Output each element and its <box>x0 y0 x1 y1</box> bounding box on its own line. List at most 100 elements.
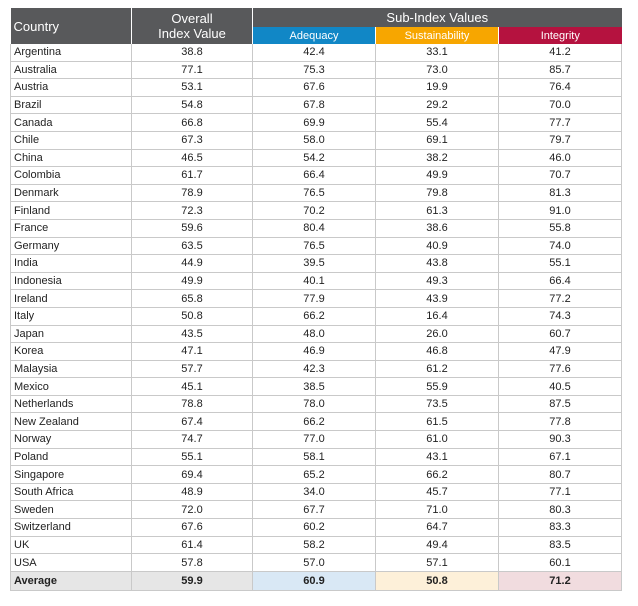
table-row: Indonesia 49.9 40.1 49.3 66.4 <box>10 272 623 291</box>
cell-overall: 44.9 <box>131 254 253 273</box>
cell-country: China <box>10 149 132 168</box>
cell-country: UK <box>10 536 132 555</box>
cell-overall: 77.1 <box>131 61 253 80</box>
header-sub-index-values: Sub-Index Values <box>252 8 622 27</box>
cell-sustainability: 49.3 <box>375 272 499 291</box>
table-row: UK 61.4 58.2 49.4 83.5 <box>10 536 623 555</box>
cell-sustainability: 73.5 <box>375 395 499 414</box>
cell-country: Austria <box>10 78 132 97</box>
cell-sustainability: 49.9 <box>375 166 499 185</box>
cell-sustainability: 69.1 <box>375 131 499 150</box>
cell-adequacy: 66.2 <box>252 412 376 432</box>
cell-overall: 57.8 <box>131 553 253 572</box>
cell-overall: 65.8 <box>131 289 253 308</box>
cell-integrity: 55.8 <box>498 219 623 238</box>
cell-adequacy: 65.2 <box>252 465 376 484</box>
table-row: Canada 66.8 69.9 55.4 77.7 <box>10 113 623 132</box>
cell-country: France <box>10 219 132 238</box>
table-row: Sweden 72.0 67.7 71.0 80.3 <box>10 500 623 520</box>
cell-adequacy: 69.9 <box>252 113 376 132</box>
cell-adequacy: 38.5 <box>252 377 376 396</box>
cell-integrity: 55.1 <box>498 254 623 273</box>
cell-integrity: 70.0 <box>498 96 623 115</box>
header-country: Country <box>10 8 132 44</box>
cell-sustainability: 16.4 <box>375 307 499 326</box>
average-integrity: 71.2 <box>498 571 623 591</box>
cell-integrity: 83.5 <box>498 536 623 555</box>
cell-adequacy: 66.4 <box>252 166 376 185</box>
cell-sustainability: 46.8 <box>375 342 499 361</box>
table-row: Ireland 65.8 77.9 43.9 77.2 <box>10 289 623 308</box>
pension-index-table: Country Overall Index Value Sub-Index Va… <box>10 8 623 591</box>
cell-overall: 66.8 <box>131 113 253 132</box>
cell-sustainability: 66.2 <box>375 465 499 484</box>
table-row: Italy 50.8 66.2 16.4 74.3 <box>10 307 623 326</box>
cell-country: Australia <box>10 61 132 80</box>
cell-sustainability: 40.9 <box>375 237 499 256</box>
cell-adequacy: 70.2 <box>252 201 376 220</box>
cell-overall: 59.6 <box>131 219 253 238</box>
table-row: Malaysia 57.7 42.3 61.2 77.6 <box>10 360 623 379</box>
table-row: China 46.5 54.2 38.2 46.0 <box>10 149 623 168</box>
cell-sustainability: 55.9 <box>375 377 499 396</box>
average-overall: 59.9 <box>131 571 253 591</box>
cell-integrity: 77.1 <box>498 483 623 502</box>
cell-integrity: 79.7 <box>498 131 623 150</box>
cell-integrity: 91.0 <box>498 201 623 220</box>
header-adequacy: Adequacy <box>252 27 376 44</box>
cell-country: Ireland <box>10 289 132 308</box>
header-integrity: Integrity <box>498 27 622 44</box>
table-row: Switzerland 67.6 60.2 64.7 83.3 <box>10 518 623 537</box>
cell-sustainability: 38.6 <box>375 219 499 238</box>
cell-overall: 54.8 <box>131 96 253 115</box>
cell-integrity: 46.0 <box>498 149 623 168</box>
cell-country: Netherlands <box>10 395 132 414</box>
cell-integrity: 66.4 <box>498 272 623 291</box>
cell-overall: 74.7 <box>131 430 253 449</box>
cell-integrity: 77.8 <box>498 412 623 432</box>
cell-adequacy: 80.4 <box>252 219 376 238</box>
cell-adequacy: 42.3 <box>252 360 376 379</box>
table-row: Singapore 69.4 65.2 66.2 80.7 <box>10 465 623 484</box>
table-row: Denmark 78.9 76.5 79.8 81.3 <box>10 184 623 203</box>
cell-country: India <box>10 254 132 273</box>
cell-country: Denmark <box>10 184 132 203</box>
cell-country: Italy <box>10 307 132 326</box>
cell-integrity: 77.6 <box>498 360 623 379</box>
cell-sustainability: 61.5 <box>375 412 499 432</box>
average-label: Average <box>10 571 132 591</box>
header-overall-line2: Index Value <box>158 26 226 41</box>
cell-country: USA <box>10 553 132 572</box>
cell-integrity: 74.0 <box>498 237 623 256</box>
cell-adequacy: 39.5 <box>252 254 376 273</box>
cell-integrity: 60.7 <box>498 325 623 344</box>
cell-country: Chile <box>10 131 132 150</box>
cell-sustainability: 71.0 <box>375 500 499 520</box>
table-row: South Africa 48.9 34.0 45.7 77.1 <box>10 483 623 502</box>
table-row: Finland 72.3 70.2 61.3 91.0 <box>10 201 623 220</box>
cell-country: Korea <box>10 342 132 361</box>
cell-sustainability: 61.0 <box>375 430 499 449</box>
cell-integrity: 70.7 <box>498 166 623 185</box>
cell-overall: 47.1 <box>131 342 253 361</box>
table-row: Argentina 38.8 42.4 33.1 41.2 <box>10 44 623 62</box>
table-row: USA 57.8 57.0 57.1 60.1 <box>10 553 623 572</box>
cell-integrity: 80.7 <box>498 465 623 484</box>
cell-sustainability: 55.4 <box>375 113 499 132</box>
cell-adequacy: 48.0 <box>252 325 376 344</box>
cell-integrity: 80.3 <box>498 500 623 520</box>
table-body: Argentina 38.8 42.4 33.1 41.2 Australia 77.1 75… <box>10 44 623 591</box>
table-row: Germany 63.5 76.5 40.9 74.0 <box>10 237 623 256</box>
cell-adequacy: 58.2 <box>252 536 376 555</box>
cell-overall: 69.4 <box>131 465 253 484</box>
cell-integrity: 87.5 <box>498 395 623 414</box>
average-row: Average 59.9 60.9 50.8 71.2 <box>10 571 623 591</box>
cell-adequacy: 67.6 <box>252 78 376 97</box>
cell-country: Brazil <box>10 96 132 115</box>
cell-overall: 43.5 <box>131 325 253 344</box>
cell-overall: 61.7 <box>131 166 253 185</box>
cell-overall: 53.1 <box>131 78 253 97</box>
cell-country: Germany <box>10 237 132 256</box>
table-row: Japan 43.5 48.0 26.0 60.7 <box>10 325 623 344</box>
cell-sustainability: 43.1 <box>375 448 499 467</box>
